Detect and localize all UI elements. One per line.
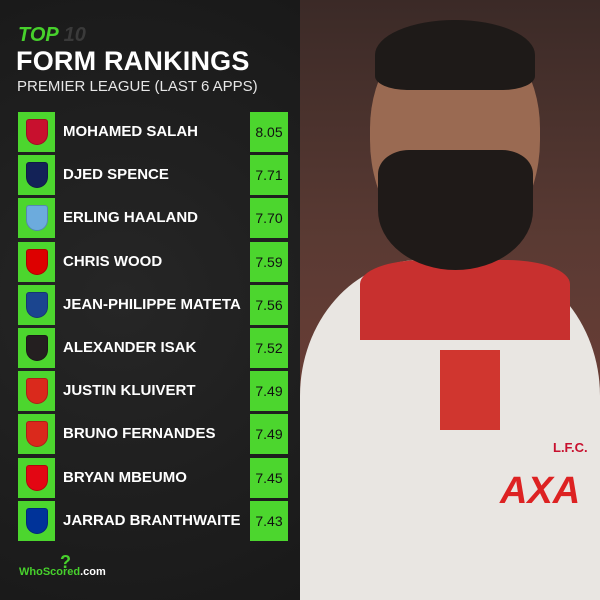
- title-top: TOP 10: [18, 24, 86, 47]
- player-name: MOHAMED SALAH: [63, 123, 198, 140]
- player-name: JUSTIN KLUIVERT: [63, 382, 196, 400]
- club-badge: [18, 198, 55, 239]
- player-name: ALEXANDER ISAK: [63, 339, 197, 356]
- page-title: FORM RANKINGS: [16, 46, 250, 76]
- beard: [378, 150, 533, 270]
- club-mark: L.F.C.: [553, 440, 588, 455]
- logo-brand: WhoScored: [19, 566, 81, 578]
- club-crest-icon: [25, 205, 48, 232]
- title-top-number: 10: [63, 24, 86, 46]
- shirt: [440, 350, 500, 430]
- ranking-row: MOHAMED SALAH 8.05: [18, 112, 288, 152]
- title-top-label: TOP: [18, 24, 59, 46]
- club-crest-icon: [25, 119, 48, 145]
- player-rating: 7.70: [250, 198, 288, 239]
- club-crest-icon: [25, 291, 48, 318]
- player-rating: 7.56: [250, 284, 288, 325]
- player-name: CHRIS WOOD: [63, 252, 163, 270]
- player-name: JARRAD BRANTHWAITE: [63, 511, 241, 529]
- player-rating: 7.43: [250, 500, 288, 541]
- player-rating: 7.52: [250, 328, 288, 368]
- player-name: BRYAN MBEUMO: [63, 468, 187, 486]
- club-crest-icon: [25, 378, 48, 405]
- ranking-row: CHRIS WOOD 7.59: [18, 241, 288, 282]
- club-badge: [18, 457, 55, 498]
- club-badge: [18, 155, 55, 196]
- whoscored-logo-icon: ?: [60, 552, 71, 572]
- player-rating: 7.49: [250, 414, 288, 455]
- club-crest-icon: [25, 162, 48, 189]
- club-crest-icon: [25, 335, 48, 361]
- hair: [375, 20, 535, 90]
- club-crest-icon: [25, 464, 48, 491]
- club-badge: [18, 328, 55, 368]
- club-badge: [18, 371, 55, 412]
- ranking-row: ALEXANDER ISAK 7.52: [18, 328, 288, 368]
- player-photo: L.F.C. AXA: [300, 0, 600, 600]
- subtitle: PREMIER LEAGUE (LAST 6 APPS): [17, 78, 258, 95]
- club-badge: [18, 414, 55, 455]
- club-badge: [18, 241, 55, 282]
- player-name: BRUNO FERNANDES: [63, 425, 216, 443]
- club-badge: [18, 112, 55, 152]
- player-rating: 7.59: [250, 241, 288, 282]
- club-crest-icon: [25, 421, 48, 448]
- player-name: JEAN-PHILIPPE MATETA: [63, 295, 241, 313]
- player-name: DJED SPENCE: [63, 166, 169, 184]
- club-badge: [18, 500, 55, 541]
- ranking-row: DJED SPENCE 7.71: [18, 155, 288, 196]
- ranking-row: ERLING HAALAND 7.70: [18, 198, 288, 239]
- ranking-row: BRUNO FERNANDES 7.49: [18, 414, 288, 455]
- ranking-row: JARRAD BRANTHWAITE 7.43: [18, 500, 288, 541]
- logo-domain: .com: [80, 566, 106, 578]
- ranking-row: BRYAN MBEUMO 7.45: [18, 457, 288, 498]
- player-rating: 7.49: [250, 371, 288, 412]
- club-crest-icon: [25, 248, 48, 275]
- player-rating: 8.05: [250, 112, 288, 152]
- whoscored-logo: WhoScored.com: [19, 566, 106, 578]
- player-rating: 7.45: [250, 457, 288, 498]
- player-name: ERLING HAALAND: [63, 209, 198, 227]
- player-rating: 7.71: [250, 155, 288, 196]
- club-badge: [18, 284, 55, 325]
- sponsor-logo: AXA: [500, 470, 581, 512]
- club-crest-icon: [25, 507, 48, 534]
- collar: [360, 260, 570, 340]
- ranking-row: JEAN-PHILIPPE MATETA 7.56: [18, 284, 288, 325]
- ranking-row: JUSTIN KLUIVERT 7.49: [18, 371, 288, 412]
